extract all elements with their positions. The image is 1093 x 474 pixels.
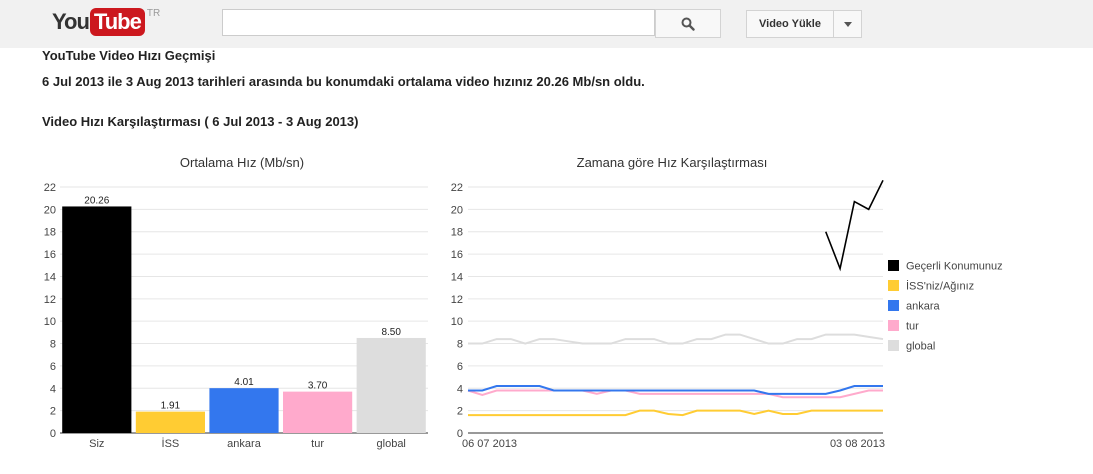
legend-swatch [888, 280, 899, 291]
bar-category-label: İSS [162, 437, 180, 450]
legend-label: tur [906, 321, 919, 333]
legend-label: ankara [906, 301, 941, 313]
bar-y-tick-label: 10 [44, 316, 56, 328]
bar-y-tick-label: 18 [44, 227, 56, 239]
legend-label: İSS'niz/Ağınız [906, 280, 974, 293]
bar-y-tick-label: 0 [50, 428, 56, 440]
line-y-tick-label: 2 [457, 406, 463, 418]
logo-you: You [52, 9, 90, 34]
bar-y-tick-label: 14 [44, 271, 56, 283]
bar-y-tick-label: 16 [44, 249, 56, 261]
line-y-tick-label: 12 [451, 294, 463, 306]
bar-y-tick-label: 20 [44, 204, 56, 216]
series-line-İSS'niz/Ağınız [468, 409, 883, 417]
line-y-tick-label: 14 [451, 271, 463, 283]
bar-y-tick-label: 8 [50, 339, 56, 351]
bar-y-tick-label: 2 [50, 406, 56, 418]
masthead: You Tube TR Video Yükle [0, 0, 1093, 48]
speed-over-time-line-chart: Zamana göre Hız Karşılaştırması 0 2 4 6 8 10 1… [451, 155, 1003, 450]
logo-region: TR [146, 7, 161, 19]
speed-charts-panel: Ortalama Hız (Mb/sn) 0 2 4 6 8 10 12 14 16 18 20 22… [42, 152, 1003, 454]
bar-value-label: 8.50 [381, 327, 401, 338]
legend-swatch [888, 340, 899, 351]
search-icon [681, 17, 695, 31]
bar-category-label: tur [311, 438, 324, 450]
bar-value-label: 3.70 [308, 381, 328, 392]
search-input[interactable] [222, 9, 655, 36]
series-line-Geçerli Konumunuz [825, 179, 884, 272]
bar-Siz [62, 206, 132, 433]
bar-y-tick-label: 6 [50, 361, 56, 373]
series-line-tur [467, 389, 883, 399]
comparison-heading: Video Hızı Karşılaştırması ( 6 Jul 2013 … [42, 114, 359, 129]
logo-tube: Tube [89, 8, 145, 36]
line-y-tick-label: 0 [457, 428, 463, 440]
bar-value-label: 20.26 [84, 195, 109, 206]
main-content: YouTube Video Hızı Geçmişi 6 Jul 2013 il… [0, 48, 1093, 474]
bar-value-label: 1.91 [161, 401, 181, 412]
upload-button[interactable]: Video Yükle [746, 10, 834, 38]
bar-value-label: 4.01 [234, 377, 254, 388]
line-y-tick-label: 22 [451, 182, 463, 194]
upload-menu-button[interactable] [833, 10, 862, 38]
page-title: YouTube Video Hızı Geçmişi [42, 48, 216, 63]
search-button[interactable] [655, 9, 721, 38]
legend-swatch [888, 260, 899, 271]
line-y-tick-label: 10 [451, 316, 463, 328]
youtube-logo[interactable]: You Tube TR [52, 8, 160, 36]
legend-swatch [888, 300, 899, 311]
line-y-tick-label: 18 [451, 227, 463, 239]
line-y-tick-label: 8 [457, 339, 463, 351]
average-speed-summary: 6 Jul 2013 ile 3 Aug 2013 tarihleri aras… [42, 74, 645, 89]
bar-ankara [209, 388, 279, 433]
bar-y-tick-label: 12 [44, 294, 56, 306]
average-speed-bar-chart: Ortalama Hız (Mb/sn) 0 2 4 6 8 10 12 14 16 18 20 22… [44, 155, 428, 450]
bar-İSS [135, 411, 205, 433]
line-x-tick-label: 03 08 2013 [830, 438, 885, 450]
bar-y-tick-label: 4 [50, 383, 56, 395]
line-chart-title: Zamana göre Hız Karşılaştırması [577, 155, 768, 170]
bar-category-label: global [377, 438, 406, 450]
bar-y-tick-label: 22 [44, 182, 56, 194]
line-x-tick-label: 06 07 2013 [462, 438, 517, 450]
legend-label: global [906, 341, 935, 353]
bar-category-label: Siz [89, 438, 104, 450]
line-y-tick-label: 6 [457, 361, 463, 373]
line-y-tick-label: 20 [451, 204, 463, 216]
legend-label: Geçerli Konumunuz [906, 261, 1003, 273]
legend-swatch [888, 320, 899, 331]
bar-chart-title: Ortalama Hız (Mb/sn) [180, 155, 304, 170]
bar-tur [283, 391, 353, 433]
bar-global [356, 337, 426, 433]
line-y-tick-label: 4 [457, 383, 463, 395]
chevron-down-icon [843, 21, 852, 27]
series-line-ankara [468, 385, 883, 395]
series-line-global [468, 333, 884, 345]
line-y-tick-label: 16 [451, 249, 463, 261]
bar-category-label: ankara [227, 438, 262, 450]
